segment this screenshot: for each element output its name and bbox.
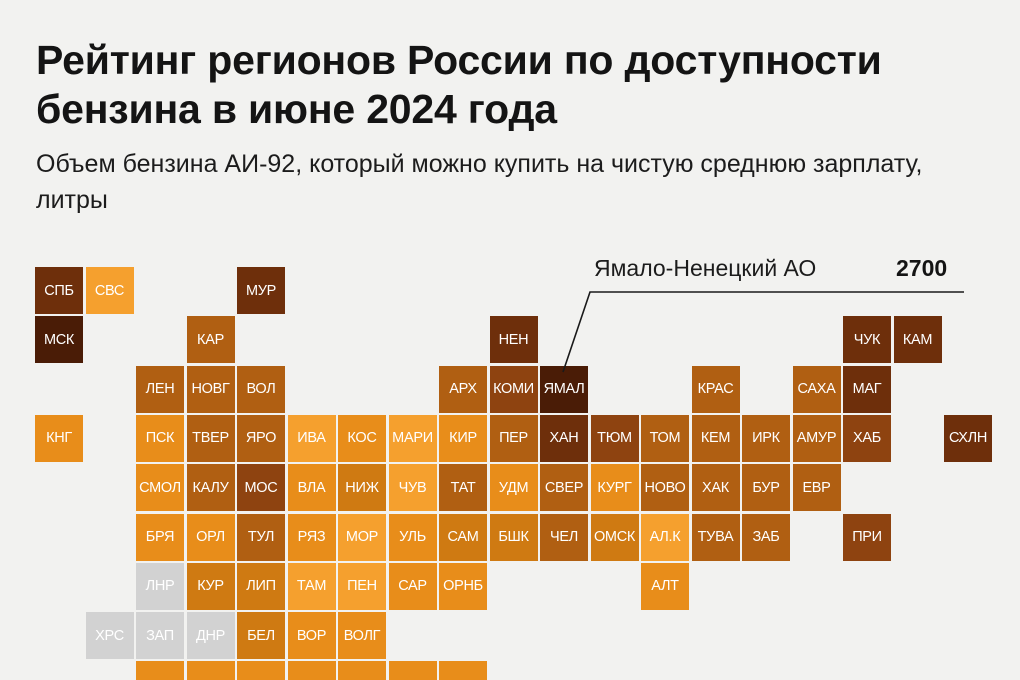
region-tile: ТАТ [439, 464, 487, 512]
region-tile: ПЕР [489, 414, 538, 462]
region-tile: БЕЛ [237, 612, 285, 660]
region-tile: БШК [489, 513, 538, 561]
region-tile: КРАС [691, 365, 740, 413]
region-tile: МАРИ [388, 414, 437, 462]
region-tile: ЧУК [843, 316, 891, 364]
region-tile: ДНР [186, 612, 235, 660]
region-tile: НИЖ [338, 464, 386, 512]
region-tile: ЛЕН [136, 365, 184, 413]
region-tile: МУР [237, 267, 285, 314]
region-tile [237, 661, 285, 680]
region-tile: БУР [742, 464, 790, 512]
page-subtitle: Объем бензина АИ-92, который можно купит… [36, 150, 923, 214]
region-tile: АМУР [792, 414, 841, 462]
region-tile: НОВГ [186, 365, 235, 413]
region-tile: МОС [237, 464, 285, 512]
region-tile: ХАН [540, 414, 588, 462]
region-tile: ЛИП [237, 562, 285, 610]
region-tile: ОРЛ [186, 513, 235, 561]
region-tile: РЯЗ [287, 513, 336, 561]
region-tile: ЯМАЛ [540, 365, 588, 413]
region-tile: МСК [35, 316, 83, 364]
region-tile: ЗАП [136, 612, 184, 660]
region-tile: СМОЛ [136, 464, 184, 512]
page-title: Рейтинг регионов России по доступности б… [36, 37, 882, 132]
region-tile: ХРС [85, 612, 134, 660]
region-tile: ВЛА [287, 464, 336, 512]
region-tile [439, 661, 487, 680]
region-tile: ВОЛ [237, 365, 285, 413]
region-tile: УЛЬ [388, 513, 437, 561]
region-tile: НОВО [641, 464, 689, 512]
region-tile: ТАМ [287, 562, 336, 610]
region-tile: ЛНР [136, 562, 184, 610]
region-tile: ЗАБ [742, 513, 790, 561]
region-tile: СВС [85, 267, 134, 314]
region-tile: ОМСК [590, 513, 639, 561]
region-tile: СВЕР [540, 464, 588, 512]
region-tile: ВОЛГ [338, 612, 386, 660]
region-tile: ПСК [136, 414, 184, 462]
region-tile: МАГ [843, 365, 891, 413]
region-tile: ТУЛ [237, 513, 285, 561]
region-tile: ХАК [691, 464, 740, 512]
region-tile: КИР [439, 414, 487, 462]
region-tile: КАР [186, 316, 235, 364]
region-tile: САМ [439, 513, 487, 561]
region-tile: КАМ [893, 316, 942, 364]
region-tile: АЛТ [641, 562, 689, 610]
region-tile: ТВЕР [186, 414, 235, 462]
region-tile: МОР [338, 513, 386, 561]
region-tile: ПЕН [338, 562, 386, 610]
region-tile: ИВА [287, 414, 336, 462]
region-tile [338, 661, 386, 680]
region-tile: АЛ.К [641, 513, 689, 561]
region-tile: КОМИ [489, 365, 538, 413]
region-tile: ИРК [742, 414, 790, 462]
region-tile: ЧУВ [388, 464, 437, 512]
region-tile: ЕВР [792, 464, 841, 512]
region-tile: ЯРО [237, 414, 285, 462]
region-tile [287, 661, 336, 680]
region-tile: АРХ [439, 365, 487, 413]
region-tile: ТУВА [691, 513, 740, 561]
region-tile: КНГ [35, 414, 83, 462]
region-tile: КУРГ [590, 464, 639, 512]
region-tile: ОРНБ [439, 562, 487, 610]
region-tile: САР [388, 562, 437, 610]
region-tile: КАЛУ [186, 464, 235, 512]
region-tile: КОС [338, 414, 386, 462]
region-tile: УДМ [489, 464, 538, 512]
region-tile [136, 661, 184, 680]
region-tile: ПРИ [843, 513, 891, 561]
region-tile [186, 661, 235, 680]
callout-region-name: Ямало-Ненецкий АО [594, 255, 817, 281]
region-tile: БРЯ [136, 513, 184, 561]
region-tile: КЕМ [691, 414, 740, 462]
region-tile: ЧЕЛ [540, 513, 588, 561]
region-tile: САХА [792, 365, 841, 413]
region-tile [388, 661, 437, 680]
region-tile: СХЛН [944, 414, 992, 462]
region-tile: ТЮМ [590, 414, 639, 462]
region-tile: НЕН [489, 316, 538, 364]
callout-region-value: 2700 [896, 255, 948, 281]
region-tile: ХАБ [843, 414, 891, 462]
region-tile: ВОР [287, 612, 336, 660]
region-tile: ТОМ [641, 414, 689, 462]
region-tile: СПБ [35, 267, 83, 314]
region-tile: КУР [186, 562, 235, 610]
